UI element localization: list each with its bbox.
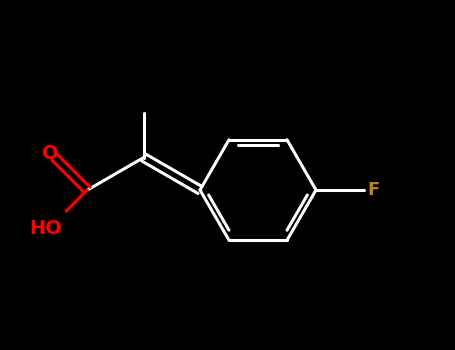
Text: HO: HO [30, 219, 62, 238]
Text: F: F [367, 181, 379, 199]
Text: O: O [42, 144, 59, 163]
